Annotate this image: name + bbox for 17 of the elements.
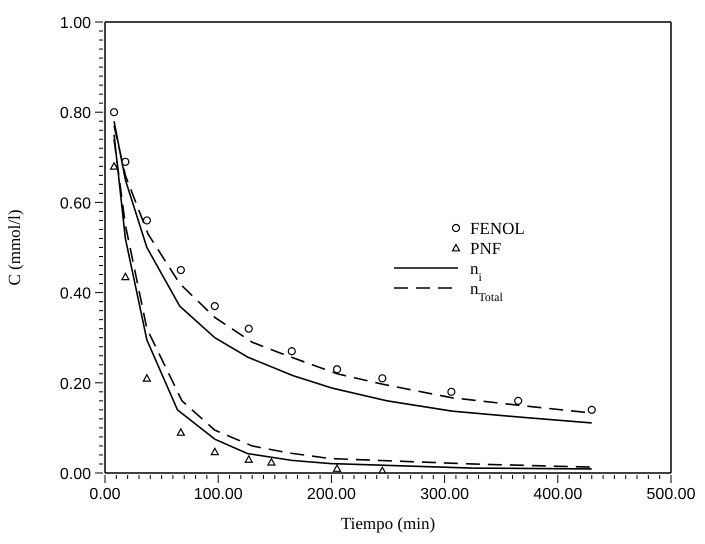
y-tick-label: 0.60 bbox=[60, 195, 92, 212]
x-tick-label: 500.00 bbox=[646, 486, 696, 503]
x-tick-label: 300.00 bbox=[420, 486, 470, 503]
y-tick-label: 0.20 bbox=[60, 376, 92, 393]
y-tick-label: 0.40 bbox=[60, 286, 92, 303]
y-axis-title: C (mmol/l) bbox=[5, 209, 24, 286]
legend-label: PNF bbox=[470, 239, 502, 258]
x-axis-title: Tiempo (min) bbox=[340, 514, 436, 533]
x-tick-label: 0.00 bbox=[89, 486, 121, 503]
x-tick-label: 100.00 bbox=[194, 486, 243, 503]
legend-label: n$_{i}$ bbox=[470, 259, 482, 284]
x-tick-label: 400.00 bbox=[533, 486, 582, 503]
y-tick-label: 0.80 bbox=[60, 105, 92, 122]
legend-label: FENOL bbox=[470, 219, 525, 238]
y-tick-label: 1.00 bbox=[60, 15, 92, 32]
y-tick-label: 0.00 bbox=[60, 466, 92, 483]
x-tick-label: 200.00 bbox=[306, 486, 356, 503]
